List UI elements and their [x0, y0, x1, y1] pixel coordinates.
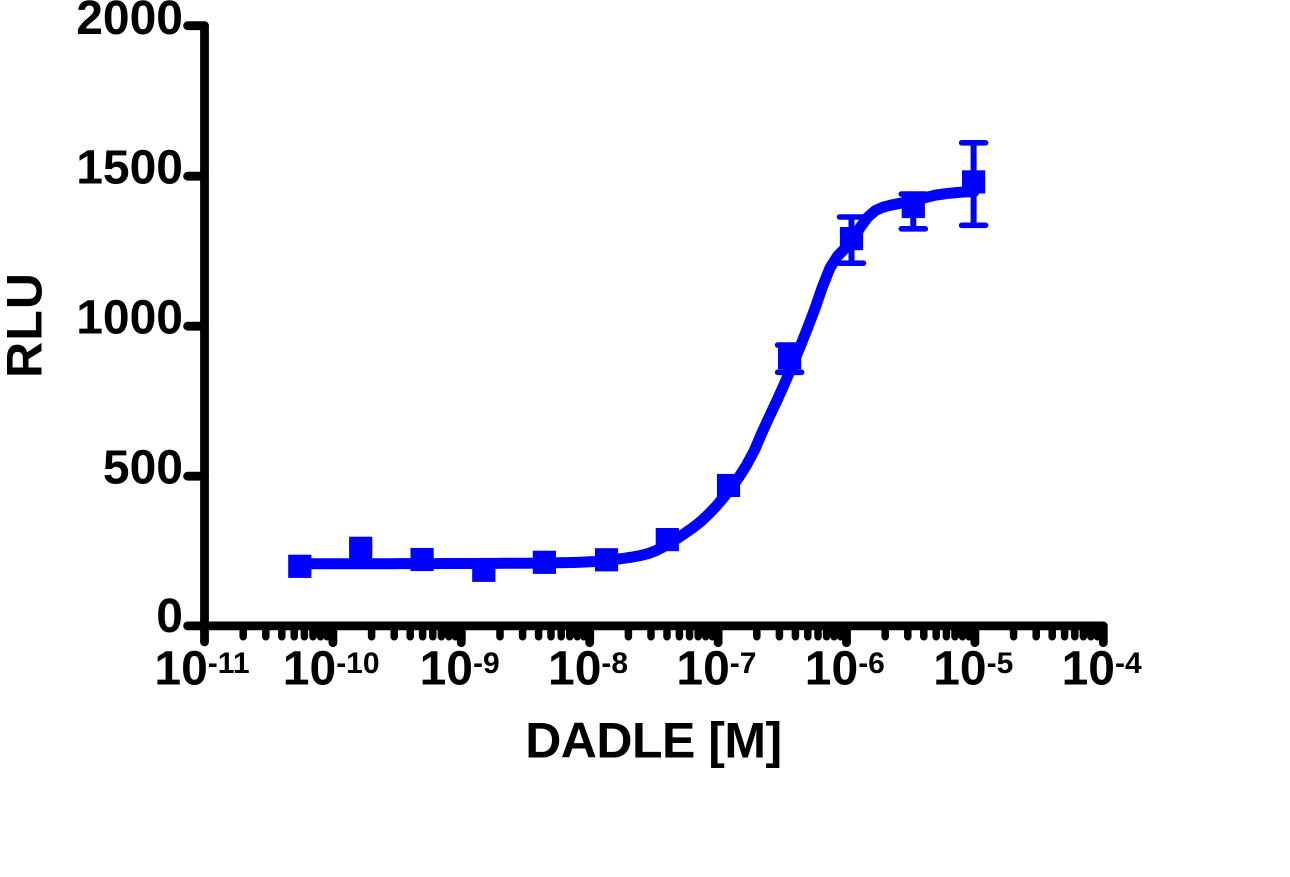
svg-text:-8: -8 [601, 647, 628, 680]
svg-text:-5: -5 [987, 647, 1014, 680]
svg-text:10: 10 [154, 643, 207, 696]
svg-text:-9: -9 [473, 647, 500, 680]
svg-text:10: 10 [548, 643, 601, 696]
svg-text:-7: -7 [730, 647, 757, 680]
svg-text:10: 10 [1062, 643, 1115, 696]
svg-text:1500: 1500 [76, 142, 183, 195]
svg-text:10: 10 [283, 643, 336, 696]
svg-text:DADLE [M]: DADLE [M] [525, 713, 782, 769]
svg-text:-11: -11 [208, 647, 250, 680]
svg-text:500: 500 [103, 442, 183, 495]
svg-text:10: 10 [420, 643, 473, 696]
svg-text:10: 10 [805, 643, 858, 696]
svg-text:-10: -10 [336, 647, 379, 680]
svg-text:0: 0 [156, 590, 183, 643]
svg-text:2000: 2000 [76, 0, 183, 45]
svg-text:RLU: RLU [0, 273, 52, 378]
svg-text:10: 10 [676, 643, 729, 696]
svg-text:10: 10 [933, 643, 986, 696]
svg-text:-6: -6 [858, 647, 885, 680]
svg-text:1000: 1000 [76, 292, 183, 345]
svg-text:-4: -4 [1115, 647, 1142, 680]
